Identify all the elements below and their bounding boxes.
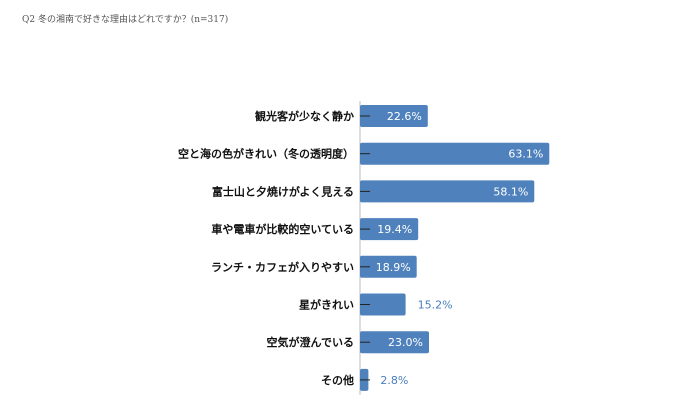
value-label-7: 2.8% xyxy=(380,374,408,387)
value-label-3: 19.4% xyxy=(377,223,412,236)
chart-title: Q2 冬の湘南で好きな理由はどれですか？(n=317) xyxy=(22,15,229,25)
value-label-6: 23.0% xyxy=(388,336,423,349)
category-label-2: 富士山と夕焼けがよく見える xyxy=(212,184,354,198)
value-label-4: 18.9% xyxy=(376,261,411,274)
category-label-7: その他 xyxy=(321,373,354,387)
bar-5 xyxy=(360,293,406,316)
category-label-3: 車や電車が比較的空いている xyxy=(211,222,354,236)
value-label-5: 15.2% xyxy=(418,299,453,312)
category-label-0: 観光客が少なく静か xyxy=(255,109,354,123)
category-label-6: 空気が澄んでいる xyxy=(267,335,354,349)
category-label-1: 空と海の色がきれい（冬の透明度） xyxy=(178,147,354,161)
bar-0 xyxy=(360,105,428,127)
value-label-0: 22.6% xyxy=(387,110,422,123)
value-label-1: 63.1% xyxy=(508,148,543,161)
bar-1 xyxy=(360,142,550,165)
category-label-5: 星がきれい xyxy=(299,298,354,312)
bar-4 xyxy=(360,255,417,278)
category-label-4: ランチ・カフェが入りやすい xyxy=(211,260,354,274)
value-label-2: 58.1% xyxy=(493,185,528,198)
bar-3 xyxy=(360,218,419,241)
bar-6 xyxy=(360,331,429,354)
bar-2 xyxy=(360,180,535,203)
